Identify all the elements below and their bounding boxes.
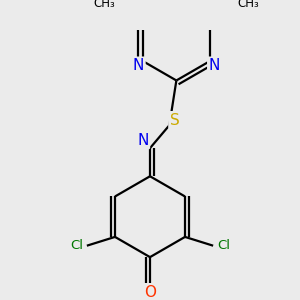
Text: N: N (208, 58, 220, 73)
Text: CH₃: CH₃ (238, 0, 260, 10)
Text: Cl: Cl (217, 239, 230, 252)
Text: Cl: Cl (70, 239, 83, 252)
Text: N: N (137, 133, 149, 148)
Text: O: O (144, 285, 156, 300)
Text: S: S (170, 112, 179, 128)
Text: CH₃: CH₃ (93, 0, 115, 10)
Text: N: N (133, 58, 144, 73)
